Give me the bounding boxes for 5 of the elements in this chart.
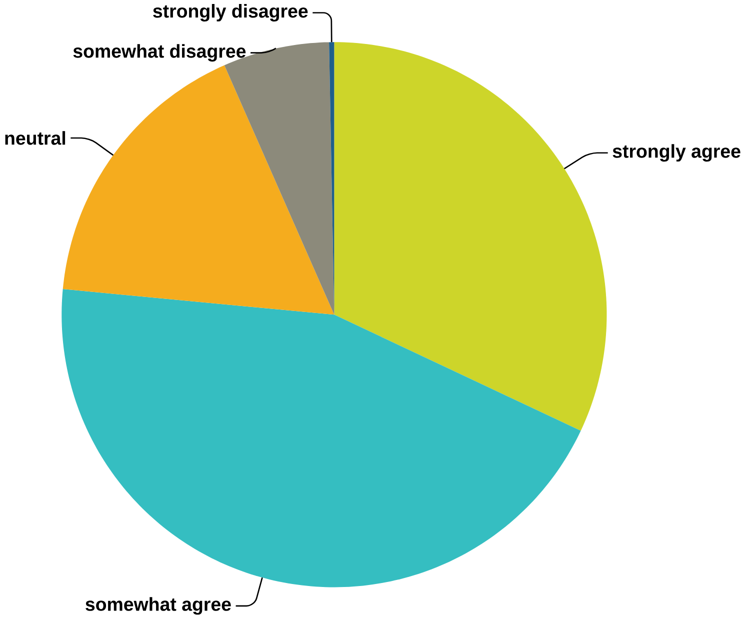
slice-label: neutral bbox=[5, 131, 66, 146]
slice-label: strongly disagree bbox=[153, 4, 308, 22]
slice-label: somewhat disagree bbox=[73, 44, 246, 62]
slice-label: strongly agree bbox=[612, 144, 740, 162]
slice-label: somewhat agree bbox=[86, 597, 231, 615]
